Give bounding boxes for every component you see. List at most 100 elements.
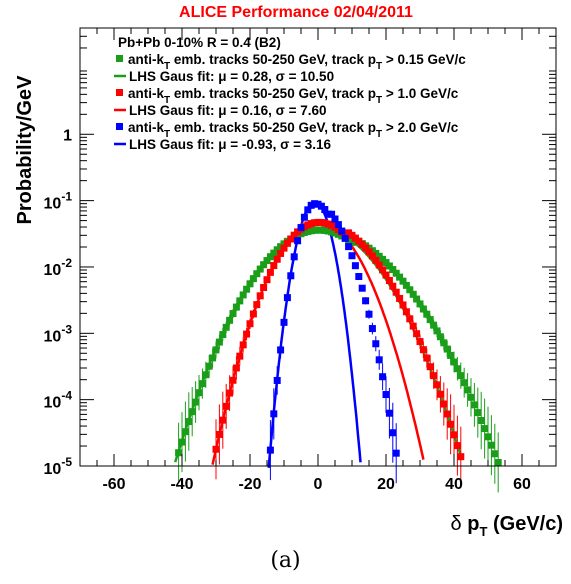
data-point	[239, 341, 247, 349]
data-point	[205, 362, 213, 370]
data-point	[253, 301, 261, 309]
data-point	[457, 453, 465, 461]
data-point	[212, 346, 220, 354]
data-point	[440, 400, 448, 408]
legend-series-label: anti-kT emb. tracks 50-250 GeV, track pT…	[128, 86, 459, 106]
data-point	[413, 330, 421, 338]
data-point	[192, 398, 200, 406]
data-point	[389, 282, 397, 290]
y-tick-label: 10-5	[44, 455, 73, 478]
data-point	[396, 273, 404, 281]
legend-series-label: anti-kT emb. tracks 50-250 GeV, track pT…	[128, 120, 459, 140]
data-point	[270, 410, 278, 418]
data-point	[368, 325, 376, 333]
data-point	[413, 295, 421, 303]
data-point	[467, 393, 475, 401]
axes: -60 -40 -20 0 20 40 60 10-5 10-4 10-3 10-2 10-1 1	[44, 27, 557, 493]
data-point	[419, 346, 427, 354]
data-point	[260, 261, 268, 269]
data-point	[389, 266, 397, 274]
data-point	[175, 449, 183, 457]
data-point	[491, 450, 499, 458]
y-tick-label: 10-1	[44, 190, 73, 213]
data-point	[185, 418, 193, 426]
data-point	[355, 273, 363, 281]
data-points	[175, 200, 502, 493]
data-point	[375, 261, 383, 269]
data-point	[396, 294, 404, 302]
data-point	[484, 433, 492, 441]
legend-fit-label: LHS Gaus fit: μ = 0.28, σ = 10.50	[129, 69, 334, 84]
data-point	[195, 389, 203, 397]
data-point	[260, 284, 268, 292]
data-point	[481, 425, 489, 433]
legend: Pb+Pb 0-10% R = 0.4 (B2) anti-kT emb. tra…	[114, 35, 466, 152]
data-point	[283, 239, 291, 247]
data-point	[236, 297, 244, 305]
data-point	[215, 430, 223, 438]
data-point	[341, 234, 349, 242]
data-point	[430, 321, 438, 329]
data-point	[229, 310, 237, 318]
data-point	[334, 221, 342, 229]
legend-marker	[116, 123, 123, 130]
data-point	[270, 262, 278, 270]
plot-frame	[79, 27, 557, 467]
data-point	[379, 266, 387, 274]
y-tick-label: 1	[63, 127, 72, 144]
data-point	[212, 445, 220, 453]
data-point	[423, 354, 431, 362]
x-tick-label: 20	[377, 476, 395, 493]
data-point	[273, 255, 281, 263]
data-point	[280, 244, 288, 252]
legend-fit-label: LHS Gaus fit: μ = -0.93, σ = 3.16	[129, 137, 332, 152]
data-point	[494, 458, 502, 466]
data-point	[399, 301, 407, 309]
data-point	[249, 275, 257, 283]
data-point	[287, 272, 295, 280]
x-tick-label: 60	[513, 476, 531, 493]
data-point	[423, 310, 431, 318]
legend-header: Pb+Pb 0-10% R = 0.4 (B2)	[118, 35, 281, 50]
data-point	[297, 224, 305, 232]
data-point	[243, 285, 251, 293]
legend-fit-label: LHS Gaus fit: μ = 0.16, σ = 7.60	[129, 103, 327, 118]
data-point	[375, 356, 383, 364]
data-point	[402, 281, 410, 289]
data-point	[443, 345, 451, 353]
x-tick-label: 0	[314, 476, 323, 493]
data-point	[450, 358, 458, 366]
data-point	[256, 265, 264, 273]
data-point	[358, 284, 366, 292]
data-point	[181, 428, 189, 436]
data-point	[300, 213, 308, 221]
data-point	[229, 376, 237, 384]
data-point	[358, 240, 366, 248]
y-tick-label: 10-4	[44, 389, 73, 412]
data-point	[222, 323, 230, 331]
data-point	[178, 438, 186, 446]
data-point	[436, 333, 444, 341]
data-point	[406, 315, 414, 323]
data-point	[362, 244, 370, 252]
data-point	[209, 354, 217, 362]
data-point	[399, 277, 407, 285]
data-point	[362, 297, 370, 305]
data-point	[419, 305, 427, 313]
data-point	[402, 308, 410, 316]
data-point	[277, 346, 285, 354]
data-point	[365, 310, 373, 318]
data-point	[331, 215, 339, 223]
data-point	[430, 372, 438, 380]
x-tick-label: -60	[102, 476, 125, 493]
data-point	[219, 416, 227, 424]
data-point	[409, 322, 417, 330]
data-point	[406, 286, 414, 294]
data-point	[457, 372, 465, 380]
data-point	[392, 288, 400, 296]
data-point	[202, 371, 210, 379]
data-point	[222, 402, 230, 410]
data-point	[266, 446, 274, 454]
data-point	[392, 269, 400, 277]
data-point	[426, 316, 434, 324]
